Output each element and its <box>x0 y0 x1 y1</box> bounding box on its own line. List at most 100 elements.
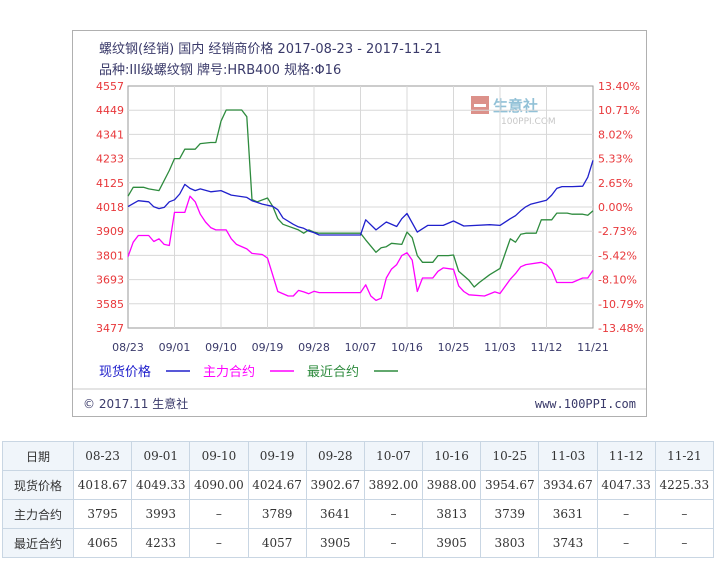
column-header-cell: 09-28 <box>305 441 365 471</box>
legend-item-spot-price: 现货价格 <box>99 364 190 380</box>
price-chart: 螺纹钢(经销) 国内 经销商价格 2017-08-23 - 2017-11-21… <box>73 41 646 411</box>
table-cell: 4057 <box>247 528 307 558</box>
column-header-cell: 11-12 <box>596 441 656 471</box>
y-left-tick-label: 4233 <box>96 153 124 166</box>
table-cell: 3631 <box>538 499 598 529</box>
table-cell: 3902.67 <box>305 470 365 500</box>
y-left-tick-label: 3585 <box>96 298 124 311</box>
table-cell: – <box>596 499 656 529</box>
x-tick-label: 11/03 <box>484 341 516 354</box>
table-header-row: 日期 08-23 09-01 09-10 09-19 09-28 10-07 10-16 10-… <box>2 441 715 471</box>
table-cell: 3743 <box>538 528 598 558</box>
chart-title: 螺纹钢(经销) 国内 经销商价格 2017-08-23 - 2017-11-21 <box>99 41 442 57</box>
chart-subtitle: 品种:III级螺纹钢 牌号:HRB400 规格:Φ16 <box>99 62 341 78</box>
table-cell: 3795 <box>72 499 133 529</box>
y-right-tick-label: 0.00% <box>598 201 633 214</box>
row-header-cell: 现货价格 <box>2 470 74 500</box>
y-right-tick-label: -13.48% <box>598 322 644 335</box>
table-cell: – <box>189 528 249 558</box>
table-cell: 3739 <box>480 499 540 529</box>
table-cell: – <box>596 528 656 558</box>
column-header-cell: 11-03 <box>538 441 598 471</box>
y-left-tick-label: 3693 <box>96 274 124 287</box>
row-header-cell: 主力合约 <box>2 499 74 529</box>
y-left-tick-label: 4125 <box>96 177 124 190</box>
table-cell: 3789 <box>247 499 307 529</box>
y-right-tick-label: -2.73% <box>598 225 637 238</box>
table-row: 主力合约 3795 3993–3789 3641–3813 3739 3631– – <box>2 499 715 529</box>
chart-frame: 螺纹钢(经销) 国内 经销商价格 2017-08-23 - 2017-11-21… <box>72 30 647 417</box>
price-table: 日期 08-23 09-01 09-10 09-19 09-28 10-07 10-16 10-… <box>2 441 715 558</box>
row-header-cell: 最近合约 <box>2 528 74 558</box>
column-header-cell: 08-23 <box>72 441 133 471</box>
table-cell: 3993 <box>131 499 191 529</box>
x-tick-label: 09/01 <box>159 341 191 354</box>
table-cell: 3641 <box>305 499 365 529</box>
column-header-cell: 09-10 <box>189 441 249 471</box>
column-header-cell: 10-07 <box>363 441 424 471</box>
table-cell: 4233 <box>131 528 191 558</box>
y-left-tick-label: 4341 <box>96 128 124 141</box>
legend-item-main-contract: 主力合约 <box>203 365 294 380</box>
legend-label: 主力合约 <box>203 365 255 380</box>
footer-copyright: © 2017.11 生意社 <box>83 396 188 411</box>
table-row: 最近合约 4065 4233–4057 3905–3905 3803 3743– – <box>2 528 715 558</box>
series-line-near-contract <box>127 109 594 288</box>
column-header-cell: 09-01 <box>131 441 191 471</box>
table-cell: 4049.33 <box>131 470 191 500</box>
y-left-tick-label: 4557 <box>96 80 124 93</box>
table-cell: 4225.33 <box>654 470 715 500</box>
table-cell: 3954.67 <box>480 470 540 500</box>
table-cell: – <box>654 499 715 529</box>
y-left-tick-label: 3801 <box>96 249 124 262</box>
y-right-tick-label: 5.33% <box>598 153 633 166</box>
y-right-tick-label: 8.02% <box>598 128 633 141</box>
row-header-cell: 日期 <box>2 441 74 471</box>
watermark-url: 100PPI.COM <box>501 117 556 127</box>
footer-url: www.100PPI.com <box>535 397 636 411</box>
x-tick-label: 10/25 <box>438 341 470 354</box>
table-cell: 3892.00 <box>363 470 424 500</box>
y-right-tick-label: 13.40% <box>598 80 640 93</box>
table-cell: – <box>363 499 424 529</box>
y-left-tick-label: 4449 <box>96 104 124 117</box>
x-tick-label: 09/10 <box>205 341 237 354</box>
table-cell: – <box>189 499 249 529</box>
y-right-tick-label: 2.65% <box>598 177 633 190</box>
y-left-tick-label: 3909 <box>96 225 124 238</box>
table-cell: 3934.67 <box>538 470 598 500</box>
table-row: 现货价格 4018.67 4049.33 4090.00 4024.67 3902.67 3… <box>2 470 715 500</box>
legend-label: 最近合约 <box>307 365 359 380</box>
legend-item-near-contract: 最近合约 <box>307 365 398 380</box>
column-header-cell: 09-19 <box>247 441 307 471</box>
y-right-tick-label: 10.71% <box>598 104 640 117</box>
x-tick-label: 09/28 <box>298 341 330 354</box>
x-tick-label: 10/07 <box>345 341 377 354</box>
x-tick-label: 08/23 <box>112 341 144 354</box>
y-right-tick-label: -10.79% <box>598 298 644 311</box>
table-cell: 3803 <box>480 528 540 558</box>
table-cell: 4047.33 <box>596 470 656 500</box>
table-cell: 4024.67 <box>247 470 307 500</box>
series-line-spot-price <box>127 160 594 236</box>
table-cell: 3988.00 <box>422 470 482 500</box>
column-header-cell: 10-16 <box>422 441 482 471</box>
x-tick-label: 10/16 <box>391 341 423 354</box>
column-header-cell: 11-21 <box>654 441 715 471</box>
table-cell: 3905 <box>305 528 365 558</box>
table-cell: 3905 <box>422 528 482 558</box>
x-tick-label: 09/19 <box>252 341 284 354</box>
series-line-main-contract <box>127 195 594 302</box>
table-cell: 4065 <box>72 528 133 558</box>
y-left-tick-label: 3477 <box>96 322 124 335</box>
x-tick-label: 11/12 <box>531 341 563 354</box>
y-right-tick-label: -5.42% <box>598 249 637 262</box>
x-tick-label: 11/21 <box>577 341 609 354</box>
table-cell: – <box>363 528 424 558</box>
y-left-tick-label: 4018 <box>96 201 124 214</box>
table-cell: 4090.00 <box>189 470 249 500</box>
table-cell: 4018.67 <box>72 470 133 500</box>
table-cell: 3813 <box>422 499 482 529</box>
legend-label: 现货价格 <box>99 364 151 380</box>
table-cell: – <box>654 528 715 558</box>
